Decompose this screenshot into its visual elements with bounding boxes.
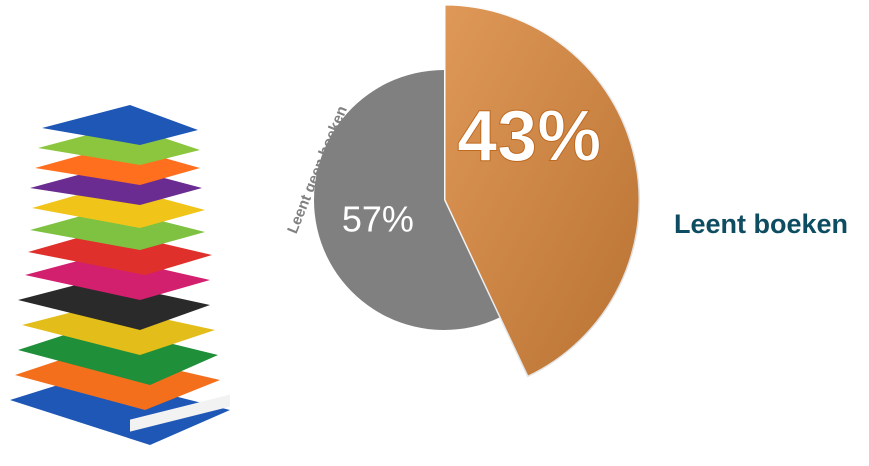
pie-slice xyxy=(314,69,500,330)
slice-category-label: Leent boeken xyxy=(674,209,848,239)
book-stack xyxy=(10,105,230,445)
slice-shade xyxy=(444,4,640,378)
value-label: 57% xyxy=(342,199,414,240)
value-label: 43% xyxy=(457,96,601,176)
